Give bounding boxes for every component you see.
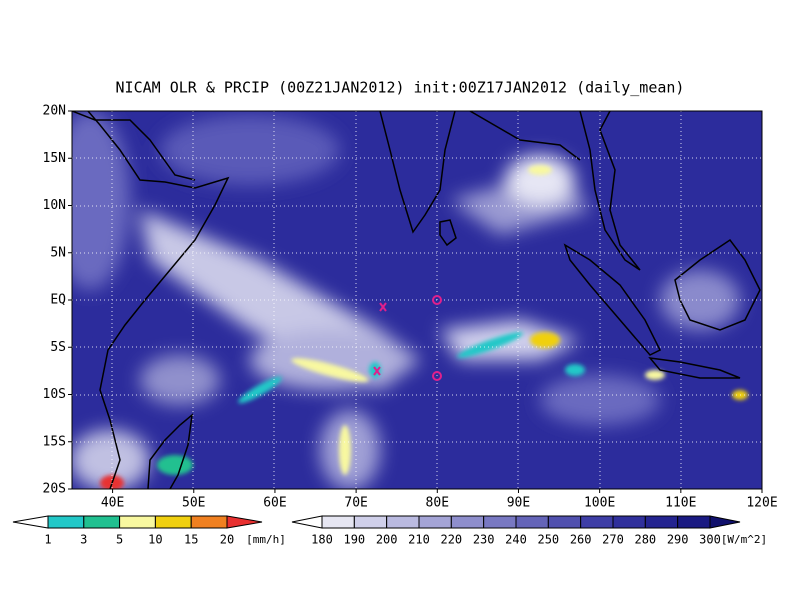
colorbar-label: 270 bbox=[602, 533, 624, 547]
colorbars: 1 3 5 10 15 20 [mm/h] 180 190 200 210 220 230 240 250 2… bbox=[12, 515, 767, 547]
colorbar-box bbox=[547, 515, 582, 529]
colorbar-label: 210 bbox=[408, 533, 430, 547]
lat-label: EQ bbox=[50, 293, 66, 308]
colorbar-label: 180 bbox=[311, 533, 333, 547]
colorbar-end bbox=[12, 515, 49, 529]
lon-label: 40E bbox=[101, 496, 124, 511]
colorbar-label: 1 bbox=[44, 533, 51, 547]
lat-label: 20N bbox=[43, 104, 66, 119]
lon-label: 50E bbox=[182, 496, 205, 511]
colorbar-unit: [W/m^2] bbox=[721, 533, 767, 546]
colorbar-label: 190 bbox=[343, 533, 365, 547]
lat-label: 5N bbox=[50, 245, 66, 260]
colorbar-label: 15 bbox=[184, 533, 198, 547]
colorbar-label: 10 bbox=[148, 533, 162, 547]
lat-label: 5S bbox=[50, 340, 66, 355]
colorbar-label: 230 bbox=[473, 533, 495, 547]
lat-label: 15N bbox=[43, 151, 66, 166]
grid bbox=[72, 111, 762, 489]
markers bbox=[373, 295, 442, 381]
colorbar-label: 200 bbox=[376, 533, 398, 547]
colorbar-box bbox=[47, 515, 85, 529]
colorbar-box bbox=[677, 515, 711, 529]
map bbox=[72, 111, 762, 489]
colorbar-label: 250 bbox=[537, 533, 559, 547]
lon-label: 120E bbox=[746, 496, 777, 511]
colorbar-label: 5 bbox=[116, 533, 123, 547]
colorbar-box bbox=[190, 515, 228, 529]
colorbar-box bbox=[119, 515, 156, 529]
colorbar-label: 290 bbox=[667, 533, 689, 547]
colorbar-box bbox=[483, 515, 517, 529]
colorbar-box bbox=[353, 515, 388, 529]
lat-label: 20S bbox=[43, 482, 66, 497]
colorbar-label: 220 bbox=[440, 533, 462, 547]
colorbar-label: 300 bbox=[699, 533, 721, 547]
precipitation bbox=[100, 165, 748, 489]
colorbar-box bbox=[515, 515, 549, 529]
colorbar-box bbox=[418, 515, 452, 529]
colorbar-box bbox=[321, 515, 355, 529]
colorbar-end bbox=[226, 515, 263, 529]
lon-label: 80E bbox=[426, 496, 449, 511]
colorbar-end bbox=[291, 515, 323, 529]
lon-label: 100E bbox=[584, 496, 615, 511]
colorbar-box bbox=[580, 515, 614, 529]
lon-label: 60E bbox=[263, 496, 286, 511]
colorbar-end bbox=[709, 515, 741, 529]
lon-label: 70E bbox=[344, 496, 367, 511]
colorbar-unit: [mm/h] bbox=[246, 533, 286, 546]
colorbar-box bbox=[612, 515, 646, 529]
colorbar-box bbox=[386, 515, 420, 529]
coastlines bbox=[72, 111, 761, 489]
lat-label: 10S bbox=[43, 387, 66, 402]
lat-label: 10N bbox=[43, 198, 66, 213]
lat-label: 15S bbox=[43, 434, 66, 449]
colorbar-label: 280 bbox=[634, 533, 656, 547]
colorbar-box bbox=[154, 515, 192, 529]
colorbar-box bbox=[644, 515, 679, 529]
colorbar-label: 260 bbox=[570, 533, 592, 547]
colorbar-label: 3 bbox=[80, 533, 87, 547]
title: NICAM OLR & PRCIP (00Z21JAN2012) init:00… bbox=[116, 79, 685, 97]
axis-labels: 20N 15N 10N 5N EQ 5S 10S 15S 20S 40E 50E 60E 70E 80E 9… bbox=[43, 104, 778, 511]
colorbar-box bbox=[83, 515, 121, 529]
lon-label: 110E bbox=[665, 496, 696, 511]
lon-label: 90E bbox=[507, 496, 530, 511]
colorbar-label: 240 bbox=[505, 533, 527, 547]
colorbar-label: 20 bbox=[220, 533, 234, 547]
colorbar-box bbox=[450, 515, 485, 529]
